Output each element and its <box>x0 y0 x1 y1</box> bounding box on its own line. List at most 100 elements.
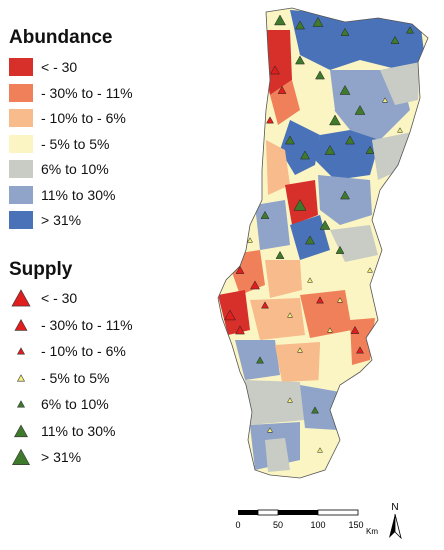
north-arrow: N <box>383 500 407 547</box>
supply-marker <box>340 27 350 36</box>
supply-marker <box>339 84 351 95</box>
supply-marker <box>337 297 343 303</box>
abundance-label: - 30% to - 11% <box>41 84 133 101</box>
supply-marker <box>327 327 333 333</box>
supply-legend-item: - 10% to - 6% <box>9 341 126 361</box>
abundance-label: - 5% to 5% <box>41 135 110 152</box>
supply-marker <box>293 199 307 211</box>
supply-marker <box>300 150 310 160</box>
supply-marker <box>329 114 341 126</box>
supply-marker <box>305 235 315 245</box>
north-arrow-icon <box>389 514 395 538</box>
supply-marker <box>335 245 345 254</box>
supply-marker <box>317 447 323 453</box>
abundance-swatch <box>9 83 33 102</box>
supply-marker <box>397 127 403 133</box>
supply-marker <box>285 135 295 145</box>
supply-marker <box>354 104 366 115</box>
supply-marker <box>267 427 273 433</box>
supply-marker <box>319 219 331 230</box>
abundance-label: 11% to 30% <box>41 186 116 203</box>
supply-triangle-icon <box>11 448 31 465</box>
supply-marker <box>350 325 360 334</box>
supply-legend-item: 6% to 10% <box>9 394 109 414</box>
supply-triangle-icon <box>14 318 28 331</box>
supply-triangle-icon <box>16 373 26 381</box>
scale-tick-3: 150 <box>348 520 363 530</box>
abundance-legend-title: Abundance <box>9 27 113 48</box>
supply-legend-item: 11% to 30% <box>9 421 115 441</box>
abundance-swatch <box>9 134 33 153</box>
scale-tick-2: 100 <box>310 520 325 530</box>
supply-marker <box>406 26 414 34</box>
scale-tick-0: 0 <box>235 520 240 530</box>
supply-marker <box>315 70 325 80</box>
supply-marker <box>275 250 285 259</box>
abundance-label: 6% to 10% <box>41 161 109 177</box>
supply-marker <box>295 20 305 30</box>
supply-marker <box>235 265 245 274</box>
supply-label: < - 30 <box>41 290 78 306</box>
abundance-legend-item: 11% to 30% <box>9 185 115 205</box>
supply-legend-title: Supply <box>9 259 73 280</box>
supply-marker <box>266 116 274 124</box>
scale-bar: 0 50 100 150 Km <box>230 508 380 549</box>
supply-label: - 10% to - 6% <box>41 343 126 359</box>
supply-triangle-icon <box>16 347 26 355</box>
abundance-legend-item: > 31% <box>9 210 81 230</box>
supply-marker <box>311 406 319 414</box>
abundance-legend-item: < - 30 <box>9 57 77 77</box>
abundance-legend-item: 6% to 10% <box>9 159 109 179</box>
abundance-swatch <box>9 211 33 229</box>
supply-legend-item: - 5% to 5% <box>9 368 109 388</box>
abundance-label: - 10% to - 6% <box>41 110 126 126</box>
scale-bar-graphic: 0 50 100 150 Km <box>235 509 378 536</box>
supply-marker <box>287 312 293 318</box>
supply-marker <box>235 325 245 335</box>
supply-marker <box>307 277 313 283</box>
supply-marker <box>295 55 305 65</box>
supply-legend-item: - 30% to - 11% <box>9 315 133 335</box>
supply-marker <box>324 144 336 155</box>
supply-marker <box>367 267 373 273</box>
supply-label: 6% to 10% <box>41 396 109 412</box>
supply-marker <box>316 296 324 304</box>
supply-marker <box>312 16 324 27</box>
supply-triangle-icon <box>11 289 31 307</box>
supply-label: 11% to 30% <box>41 422 116 439</box>
supply-marker <box>287 397 293 403</box>
abundance-label: < - 30 <box>41 59 78 75</box>
supply-marker <box>261 301 269 309</box>
supply-marker <box>356 346 364 354</box>
supply-label: - 30% to - 11% <box>41 316 133 333</box>
supply-marker <box>365 145 375 154</box>
supply-marker <box>340 190 350 200</box>
abundance-swatch <box>9 58 33 76</box>
supply-marker <box>345 135 355 145</box>
supply-marker <box>277 85 287 94</box>
supply-marker <box>260 210 270 219</box>
abundance-label: > 31% <box>41 212 82 228</box>
supply-marker <box>256 356 264 364</box>
supply-markers <box>224 14 414 453</box>
abundance-legend-item: - 30% to - 11% <box>9 83 133 103</box>
supply-triangle-icon <box>16 400 26 408</box>
supply-marker <box>270 65 280 75</box>
supply-marker <box>247 237 253 243</box>
supply-label: - 5% to 5% <box>41 369 110 386</box>
supply-legend-item: < - 30 <box>9 288 77 308</box>
abundance-legend-item: - 5% to 5% <box>9 134 109 154</box>
supply-label: > 31% <box>41 449 82 465</box>
supply-marker <box>224 309 236 321</box>
supply-triangle-icon <box>13 424 29 437</box>
abundance-swatch <box>9 185 33 204</box>
supply-marker <box>297 347 303 353</box>
north-label: N <box>391 502 398 513</box>
supply-marker <box>382 97 388 103</box>
supply-marker <box>390 35 400 44</box>
scale-unit: Km <box>366 527 378 536</box>
supply-marker <box>250 280 260 290</box>
abundance-legend-item: - 10% to - 6% <box>9 108 126 128</box>
scale-tick-1: 50 <box>273 520 283 530</box>
